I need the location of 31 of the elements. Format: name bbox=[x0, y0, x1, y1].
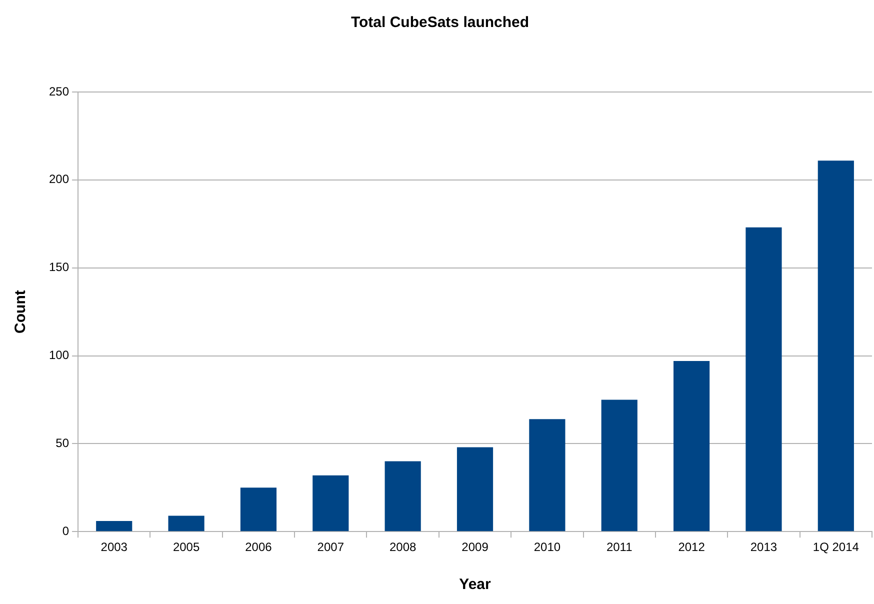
y-axis-title: Count bbox=[12, 290, 30, 334]
bar bbox=[601, 400, 638, 532]
x-tick-label: 2009 bbox=[462, 540, 489, 554]
bar bbox=[240, 488, 277, 532]
x-tick-label: 2010 bbox=[534, 540, 561, 554]
x-tick-label: 2006 bbox=[245, 540, 272, 554]
x-axis-title: Year bbox=[459, 576, 492, 594]
x-tick-label: 2011 bbox=[606, 540, 633, 554]
y-tick-label: 200 bbox=[48, 172, 70, 186]
y-tick-label: 100 bbox=[48, 348, 70, 362]
x-tick-label: 2008 bbox=[389, 540, 416, 554]
x-tick-label: 2005 bbox=[172, 540, 200, 554]
y-tick-label: 150 bbox=[48, 260, 70, 274]
bar bbox=[529, 419, 566, 532]
bar bbox=[674, 361, 710, 532]
bar bbox=[96, 521, 132, 532]
bar bbox=[456, 447, 494, 532]
y-tick-label: 250 bbox=[48, 84, 70, 98]
bar bbox=[384, 461, 421, 532]
x-tick-label: 2007 bbox=[317, 540, 344, 554]
x-tick-label: 2012 bbox=[678, 540, 706, 554]
bar bbox=[818, 160, 854, 532]
x-tick-label: 2013 bbox=[750, 540, 778, 554]
x-tick-label: 1Q 2014 bbox=[812, 540, 860, 554]
bar bbox=[312, 475, 349, 532]
chart-title: Total CubeSats launched bbox=[350, 14, 530, 32]
bar bbox=[168, 516, 204, 532]
y-tick-label: 50 bbox=[56, 436, 70, 450]
bar bbox=[746, 227, 782, 532]
x-tick-label: 2003 bbox=[100, 540, 128, 554]
y-tick-label: 0 bbox=[62, 524, 70, 538]
